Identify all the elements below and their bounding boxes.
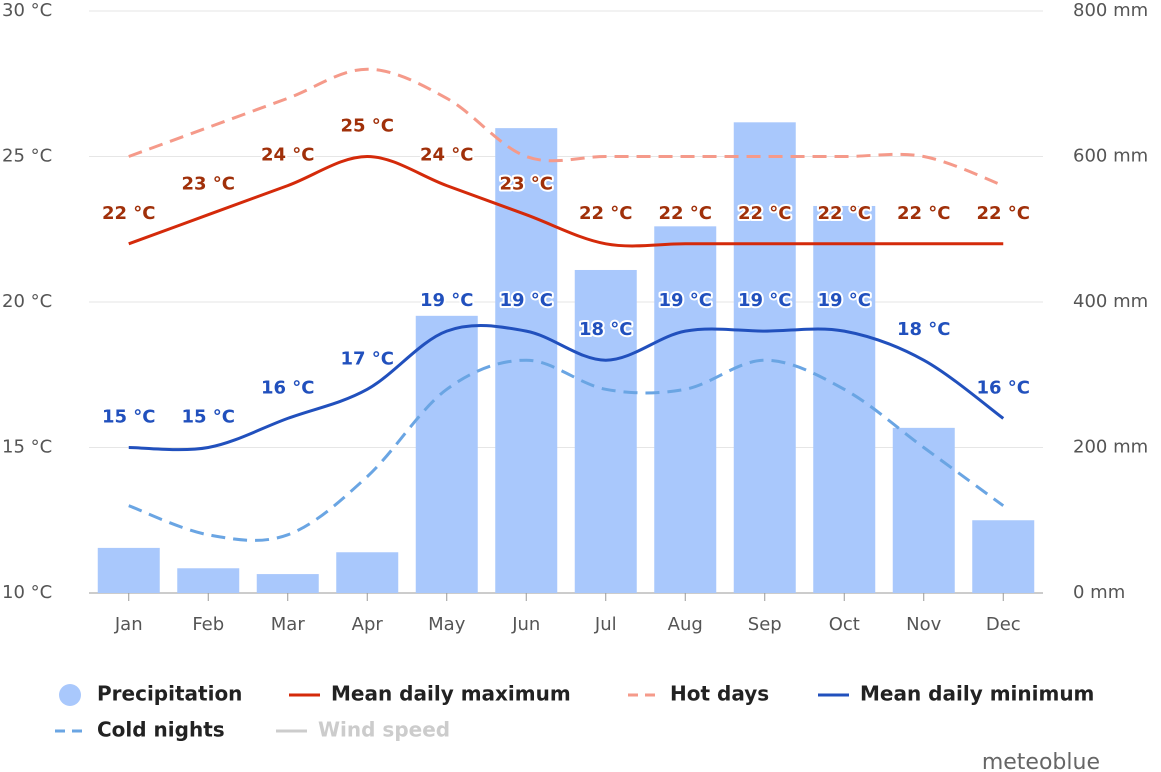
y2-tick-label: 400 mm bbox=[1073, 291, 1148, 312]
y2-tick-label: 600 mm bbox=[1073, 146, 1148, 167]
data-label: 16 °C bbox=[261, 377, 315, 398]
precipitation-bar bbox=[654, 226, 717, 593]
legend-label[interactable]: Precipitation bbox=[97, 682, 242, 706]
data-label: 18 °C bbox=[897, 319, 951, 340]
data-label: 19 °C bbox=[420, 290, 474, 311]
precipitation-bar bbox=[415, 315, 478, 593]
precipitation-bar bbox=[733, 122, 796, 594]
data-label: 23 °C bbox=[181, 174, 235, 195]
x-tick-label: Feb bbox=[192, 614, 224, 635]
data-label: 15 °C bbox=[102, 407, 156, 428]
legend-label[interactable]: Wind speed bbox=[318, 718, 450, 742]
data-label: 24 °C bbox=[420, 145, 474, 166]
y-tick-label: 20 °C bbox=[2, 291, 52, 312]
y-tick-label: 10 °C bbox=[2, 582, 52, 603]
y-tick-label: 25 °C bbox=[2, 146, 52, 167]
data-label: 19 °C bbox=[658, 290, 712, 311]
data-label: 22 °C bbox=[658, 203, 712, 224]
line-series bbox=[128, 67, 1004, 188]
precipitation-bar bbox=[813, 205, 876, 593]
legend-label[interactable]: Hot days bbox=[670, 682, 769, 706]
data-label: 22 °C bbox=[579, 203, 633, 224]
x-tick-label: Jan bbox=[114, 614, 143, 635]
precipitation-bar bbox=[97, 547, 160, 593]
data-label: 18 °C bbox=[579, 319, 633, 340]
x-tick-label: Jun bbox=[511, 614, 540, 635]
y2-tick-label: 800 mm bbox=[1073, 0, 1148, 21]
data-label: 19 °C bbox=[738, 290, 792, 311]
data-label: 25 °C bbox=[340, 116, 394, 137]
precipitation-bar bbox=[574, 269, 637, 593]
legend-label[interactable]: Cold nights bbox=[97, 718, 225, 742]
line-series bbox=[128, 154, 1004, 248]
x-tick-label: Jul bbox=[594, 614, 617, 635]
x-tick-label: Mar bbox=[271, 614, 306, 635]
precipitation-bar bbox=[177, 568, 240, 593]
precipitation-bar bbox=[336, 552, 399, 593]
data-label: 22 °C bbox=[976, 203, 1030, 224]
x-tick-label: Aug bbox=[668, 614, 703, 635]
data-label: 15 °C bbox=[181, 407, 235, 428]
data-label: 19 °C bbox=[817, 290, 871, 311]
data-label: 16 °C bbox=[976, 377, 1030, 398]
data-label: 22 °C bbox=[102, 203, 156, 224]
line-series bbox=[128, 358, 1005, 542]
legend-symbol bbox=[59, 684, 81, 706]
data-label: 24 °C bbox=[261, 145, 315, 166]
data-label: 19 °C bbox=[499, 290, 553, 311]
line-series bbox=[128, 324, 1005, 452]
data-label: 23 °C bbox=[499, 174, 553, 195]
precipitation-bar bbox=[256, 574, 319, 593]
data-label: 22 °C bbox=[738, 203, 792, 224]
y-tick-label: 15 °C bbox=[2, 437, 52, 458]
precipitation-bar bbox=[972, 520, 1035, 593]
x-tick-label: Sep bbox=[748, 614, 782, 635]
y2-tick-label: 0 mm bbox=[1073, 582, 1125, 603]
data-label: 22 °C bbox=[817, 203, 871, 224]
x-tick-label: Oct bbox=[829, 614, 860, 635]
y2-tick-label: 200 mm bbox=[1073, 437, 1148, 458]
y-tick-label: 30 °C bbox=[2, 0, 52, 21]
legend-label[interactable]: Mean daily maximum bbox=[331, 682, 571, 706]
data-label: 22 °C bbox=[897, 203, 951, 224]
x-tick-label: Apr bbox=[352, 614, 384, 635]
x-tick-label: May bbox=[428, 614, 466, 635]
x-tick-label: Dec bbox=[986, 614, 1021, 635]
legend-label[interactable]: Mean daily minimum bbox=[860, 682, 1094, 706]
x-tick-label: Nov bbox=[906, 614, 941, 635]
precipitation-bar bbox=[892, 427, 955, 593]
data-label: 17 °C bbox=[340, 348, 394, 369]
credit: meteoblue bbox=[982, 750, 1100, 772]
